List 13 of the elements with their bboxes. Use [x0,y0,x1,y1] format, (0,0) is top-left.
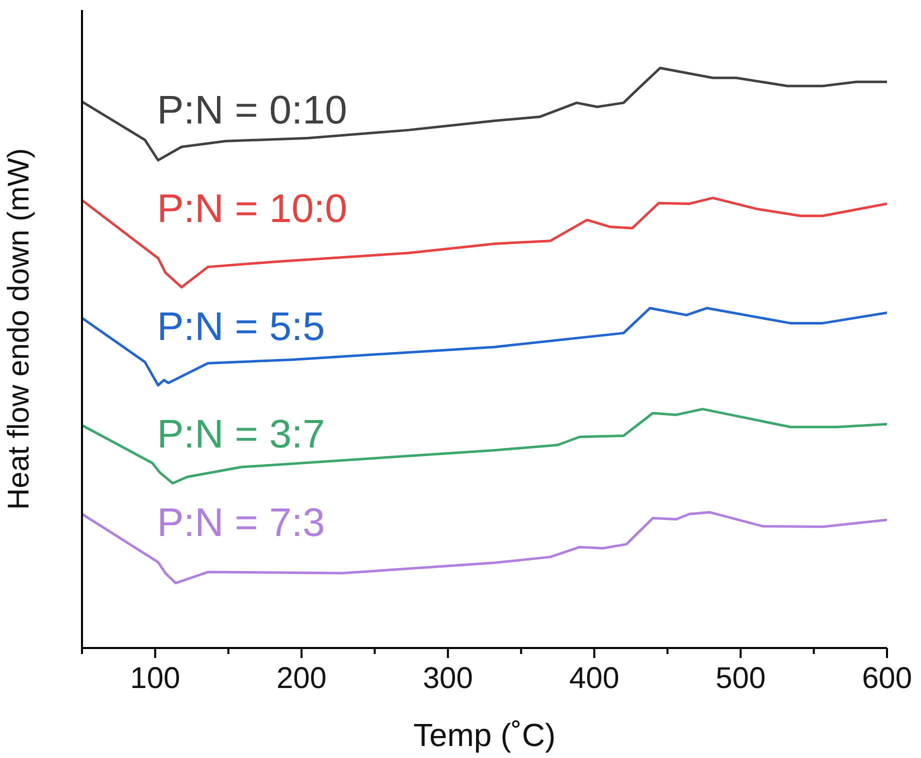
x-tick-label: 500 [716,662,766,695]
y-axis-title: Heat flow endo down (mW) [2,148,36,510]
series-label: P:N = 7:3 [157,501,325,546]
series-label: P:N = 10:0 [157,187,348,232]
series-label: P:N = 0:10 [157,88,348,133]
x-axis-title: Temp (˚C) [413,717,556,753]
x-tick-label: 400 [569,662,620,695]
series-label: P:N = 3:7 [157,412,325,456]
series-label: P:N = 5:5 [157,304,325,349]
x-tick-label: 300 [422,662,473,695]
x-tick-label: 200 [276,662,327,695]
x-tick-label: 600 [862,662,912,695]
x-tick-label: 100 [130,662,180,695]
